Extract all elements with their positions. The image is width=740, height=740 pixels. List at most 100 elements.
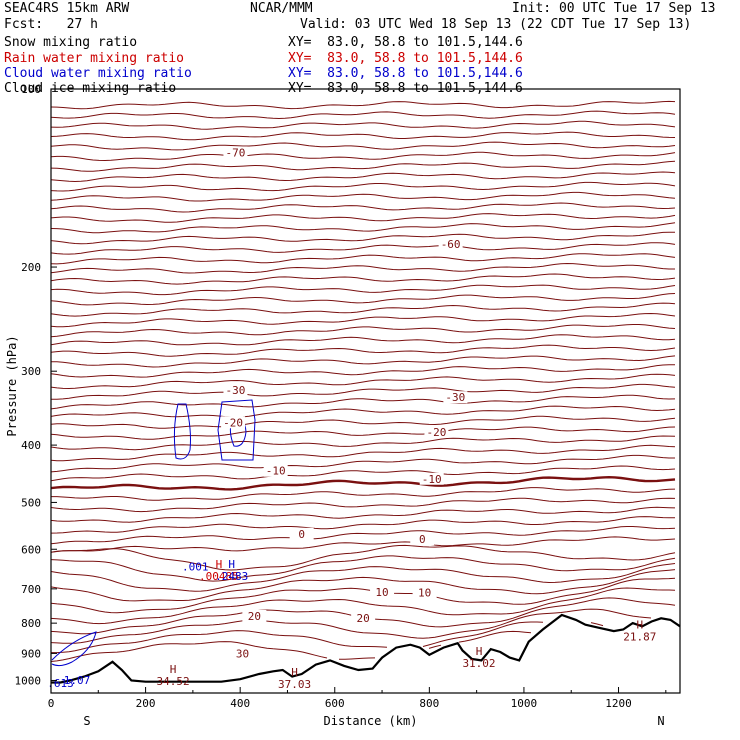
isotherm: [51, 344, 676, 357]
contour-label-bg: [443, 391, 468, 404]
contour-label: 10: [375, 586, 388, 599]
y-tick-label: 600: [21, 543, 41, 556]
y-axis-label: Pressure (hPa): [5, 335, 19, 436]
field-snow-label: Snow mixing ratio: [4, 35, 138, 50]
plot-frame: [50, 88, 681, 694]
contour-label: -10: [266, 465, 286, 478]
isotherm: [51, 465, 676, 482]
isotherm: [51, 426, 676, 440]
isotherm: [51, 262, 675, 274]
isotherm: [51, 587, 676, 625]
y-tick-label: 800: [21, 617, 41, 630]
y-tick-label: 400: [21, 439, 41, 452]
isotherm: [51, 100, 676, 110]
isotherm: [51, 444, 676, 462]
init-time: Init: 00 UTC Tue 17 Sep 13: [512, 1, 716, 16]
isotherm: [51, 120, 676, 130]
isotherm: [51, 141, 676, 151]
contour-label: -10: [422, 473, 442, 486]
contour-label-bg: [289, 527, 314, 540]
contour-label-bg: [223, 384, 248, 397]
isotherm: [51, 608, 652, 644]
contour-label-bg: [419, 472, 444, 485]
isotherm: [51, 171, 676, 183]
y-tick-label: 500: [21, 496, 41, 509]
high-marker: H: [636, 619, 643, 632]
y-tick-label: 100: [21, 83, 41, 96]
endpoint-label-right: N: [657, 714, 664, 728]
high-marker: H: [291, 666, 298, 679]
x-tick-label: 600: [325, 697, 345, 710]
x-tick-label: 1000: [511, 697, 538, 710]
contour-label: -60: [441, 238, 461, 251]
terrain-layer: [51, 613, 681, 684]
contour-label-bg: [242, 609, 267, 622]
contour-label-bg: [221, 416, 246, 429]
isotherm: [51, 544, 676, 571]
isotherm: [51, 415, 676, 429]
terrain-profile: [51, 613, 681, 684]
y-tick-label: 200: [21, 261, 41, 274]
cloud-water-contour: [173, 403, 191, 460]
high-value: .2483: [215, 570, 248, 583]
cloud-water-label: 1.07: [64, 674, 91, 687]
isotherm: [51, 435, 676, 451]
endpoint-label-left: S: [83, 714, 90, 728]
isotherm: [51, 131, 676, 141]
contour-label-bg: [370, 585, 395, 598]
contour-label: 0: [419, 533, 426, 546]
isotherm: [51, 253, 676, 265]
contour-label-bg: [230, 647, 255, 660]
y-tick-label: 300: [21, 365, 41, 378]
isotherm: [51, 202, 676, 213]
contour-label-bg: [410, 533, 435, 546]
high-value: 37.03: [278, 678, 311, 691]
field-cloudwater-xy: XY= 83.0, 58.8 to 101.5,144.6: [288, 66, 523, 81]
isotherm: [51, 231, 676, 245]
isotherm: [51, 302, 676, 317]
contour-label: -20: [223, 416, 243, 429]
contour-label: -30: [226, 384, 246, 397]
y-tick-label: 700: [21, 583, 41, 596]
isotherm: [51, 191, 676, 202]
field-rain-label: Rain water mixing ratio: [4, 51, 185, 66]
isotherm: [51, 284, 676, 296]
isotherm: [51, 213, 676, 223]
isotherm: [51, 536, 676, 553]
high-value: .00485: [199, 570, 239, 583]
field-snow-xy: XY= 83.0, 58.8 to 101.5,144.6: [288, 35, 523, 50]
isotherm: [51, 383, 676, 400]
isotherm: [51, 569, 676, 602]
isotherm: [51, 151, 676, 162]
high-value: 34.52: [156, 675, 189, 688]
model-title: SEAC4RS 15km ARW: [4, 1, 130, 16]
high-value: 31.02: [462, 657, 495, 670]
cloud-water-label: .001: [182, 561, 209, 574]
high-marker: H: [228, 558, 235, 571]
isotherm: [51, 222, 676, 234]
high-value: 21.87: [623, 631, 656, 644]
isotherm: [51, 355, 676, 368]
isotherm: [51, 293, 676, 306]
isotherm: [51, 242, 676, 255]
freezing-level-contour: [51, 475, 676, 491]
isotherm: [51, 516, 676, 534]
contour-label-bg: [424, 425, 449, 438]
isotherm: [51, 497, 676, 513]
x-axis-label: Distance (km): [324, 714, 418, 728]
isotherm: [51, 577, 676, 614]
contour-label: 20: [248, 610, 261, 623]
x-tick-label: 0: [48, 697, 55, 710]
contour-label: 20: [357, 612, 370, 625]
contour-label: 10: [418, 586, 431, 599]
x-tick-label: 1200: [605, 697, 632, 710]
contour-label-bg: [223, 146, 248, 159]
y-tick-label: 900: [21, 647, 41, 660]
x-tick-label: 800: [419, 697, 439, 710]
isotherm: [51, 324, 676, 338]
field-cloudwater-label: Cloud water mixing ratio: [4, 66, 192, 81]
contour-label-bg: [438, 238, 463, 251]
contour-label-bg: [412, 586, 437, 599]
